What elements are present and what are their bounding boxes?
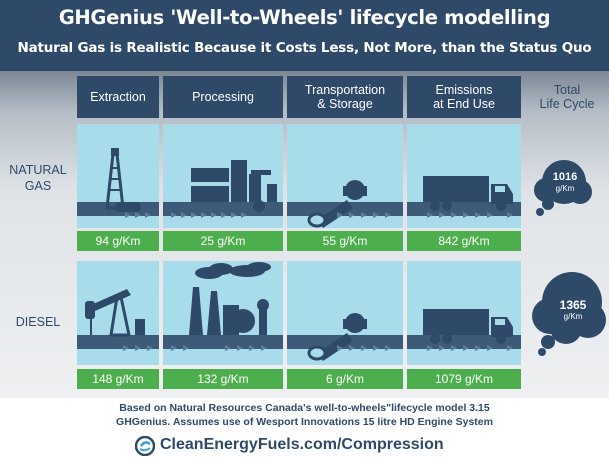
- pipeline-valve-icon-diesel: [287, 313, 403, 361]
- row-label-natural-gas: NATURAL GAS: [9, 163, 67, 193]
- column-header-transportation: Transportation & Storage: [287, 76, 403, 118]
- diesel-total: 1365 g/Km: [559, 298, 587, 321]
- diesel-transport-panel: [287, 261, 403, 365]
- page-subtitle: Natural Gas is Realistic Because it Cost…: [17, 40, 592, 56]
- emission-cloud-icon: [534, 160, 592, 216]
- footnote-line-1: Based on Natural Resources Canada's well…: [119, 402, 490, 414]
- ng-transport-panel: [287, 124, 403, 228]
- processing-plant-icon: [163, 160, 283, 218]
- row-label-diesel: DIESEL: [15, 315, 61, 329]
- pipeline-valve-icon: [287, 180, 403, 228]
- ng-total: 1016 g/Km: [552, 171, 578, 194]
- diesel-emissions-panel: [407, 261, 521, 365]
- ng-transport-value: 55 g/Km: [287, 231, 403, 251]
- footer-link[interactable]: CleanEnergyFuels.com/Compression: [160, 436, 444, 453]
- column-header-processing: Processing: [163, 76, 283, 118]
- footnote-line-2: GHGenius. Assumes use of Wesport Innovat…: [116, 416, 493, 428]
- ng-processing-panel: [163, 124, 283, 228]
- oil-derrick-icon: [77, 148, 159, 218]
- pumpjack-icon: [77, 289, 159, 351]
- page-title: GHGenius 'Well-to-Wheels' lifecycle mode…: [58, 6, 551, 29]
- diesel-extraction-panel: [77, 261, 159, 365]
- ng-extraction-value: 94 g/Km: [77, 231, 159, 251]
- ng-emissions-panel: [407, 124, 521, 228]
- diesel-transport-value: 6 g/Km: [287, 369, 403, 389]
- ng-emissions-value: 842 g/Km: [407, 231, 521, 251]
- diesel-processing-value: 132 g/Km: [163, 369, 283, 389]
- ng-extraction-panel: [77, 124, 159, 228]
- column-header-total: Total Life Cycle: [539, 83, 595, 111]
- diesel-emissions-value: 1079 g/Km: [407, 369, 521, 389]
- column-header-extraction: Extraction: [77, 76, 159, 118]
- emission-cloud-icon-diesel: [532, 272, 606, 356]
- column-header-emissions: Emissions at End Use: [407, 76, 521, 118]
- diesel-processing-panel: [163, 261, 283, 365]
- refinery-icon: [163, 262, 283, 351]
- diesel-extraction-value: 148 g/Km: [77, 369, 159, 389]
- ng-processing-value: 25 g/Km: [163, 231, 283, 251]
- clean-energy-logo-icon: [135, 436, 155, 456]
- header-banner: GHGenius 'Well-to-Wheels' lifecycle mode…: [0, 0, 609, 71]
- truck-icon: [407, 176, 521, 218]
- truck-icon-diesel: [407, 309, 521, 351]
